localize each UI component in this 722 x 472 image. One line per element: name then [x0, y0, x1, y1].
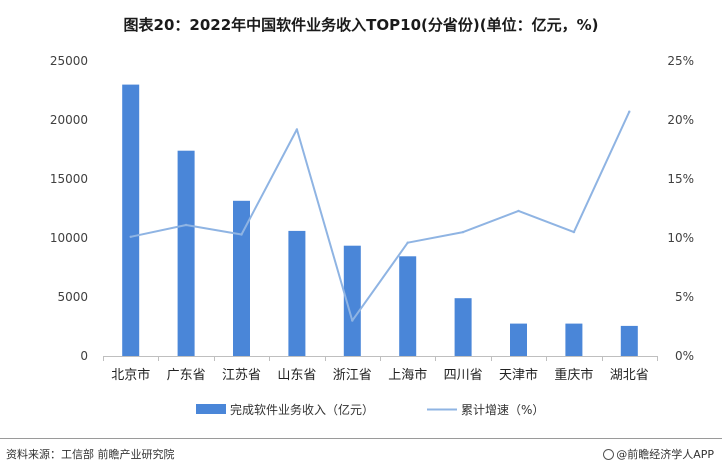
- growth-point: [351, 319, 354, 322]
- y-left-tick-label: 5000: [57, 290, 88, 304]
- growth-point: [517, 209, 520, 213]
- y-right-tick-label: 15%: [667, 172, 694, 186]
- y-left-tick-label: 20000: [50, 113, 88, 127]
- category-label: 湖北省: [610, 368, 649, 383]
- category-label: 上海市: [388, 367, 427, 383]
- y-left-tick-label: 15000: [50, 172, 88, 186]
- y-left-tick-label: 25000: [50, 54, 88, 68]
- footer-divider: [0, 438, 722, 439]
- chart-title: 图表20：2022年中国软件业务收入TOP10(分省份)(单位：亿元，%): [123, 16, 599, 34]
- category-label: 天津市: [499, 367, 538, 383]
- category-label: 山东省: [277, 368, 316, 383]
- source-note: 资料来源：工信部 前瞻产业研究院: [6, 448, 175, 461]
- bar: [510, 323, 527, 356]
- growth-point: [406, 241, 409, 244]
- y-right-tick-label: 10%: [667, 231, 694, 245]
- tick-labels: 0 5000 10000 15000 20000 25000 0% 5% 10% 15% 20% 25…: [50, 54, 694, 383]
- y-right-tick-label: 0%: [675, 349, 694, 363]
- brand-logo-icon: [603, 449, 615, 460]
- y-right-tick-label: 25%: [667, 54, 694, 68]
- category-label: 四川省: [444, 368, 483, 383]
- line-series: [129, 110, 631, 322]
- bar: [233, 200, 250, 356]
- bar: [177, 150, 195, 356]
- bar-series: [122, 84, 638, 356]
- bar: [454, 298, 472, 356]
- chart-axes: [103, 356, 658, 361]
- growth-point: [628, 110, 631, 113]
- brand-credit: @前瞻经济学人APP: [603, 446, 714, 462]
- category-label: 浙江省: [333, 368, 372, 383]
- bar: [288, 230, 306, 356]
- growth-point: [461, 230, 465, 234]
- growth-line: [130, 111, 631, 322]
- bar: [399, 256, 417, 356]
- growth-point: [184, 223, 188, 227]
- legend-bar-swatch: [196, 404, 226, 414]
- bar: [620, 325, 638, 356]
- bar: [343, 245, 361, 356]
- y-left-tick-label: 0: [80, 349, 88, 363]
- bar: [122, 84, 140, 356]
- y-left-tick-label: 10000: [50, 231, 88, 245]
- y-right-tick-label: 20%: [667, 113, 694, 127]
- category-label: 江苏省: [222, 367, 261, 383]
- category-label: 广东省: [167, 368, 206, 383]
- bar: [565, 323, 583, 356]
- chart-legend: 完成软件业务收入（亿元） 累计增速（%）: [196, 402, 544, 417]
- growth-point: [295, 128, 299, 131]
- brand-text: @前瞻经济学人APP: [616, 448, 714, 461]
- category-label: 北京市: [111, 367, 150, 383]
- growth-point: [129, 235, 132, 238]
- legend-bar-label: 完成软件业务收入（亿元）: [230, 402, 374, 417]
- growth-point: [572, 230, 576, 234]
- category-label: 重庆市: [554, 367, 593, 383]
- growth-point: [240, 233, 243, 236]
- y-right-tick-label: 5%: [675, 290, 694, 304]
- legend-line-label: 累计增速（%）: [461, 403, 544, 417]
